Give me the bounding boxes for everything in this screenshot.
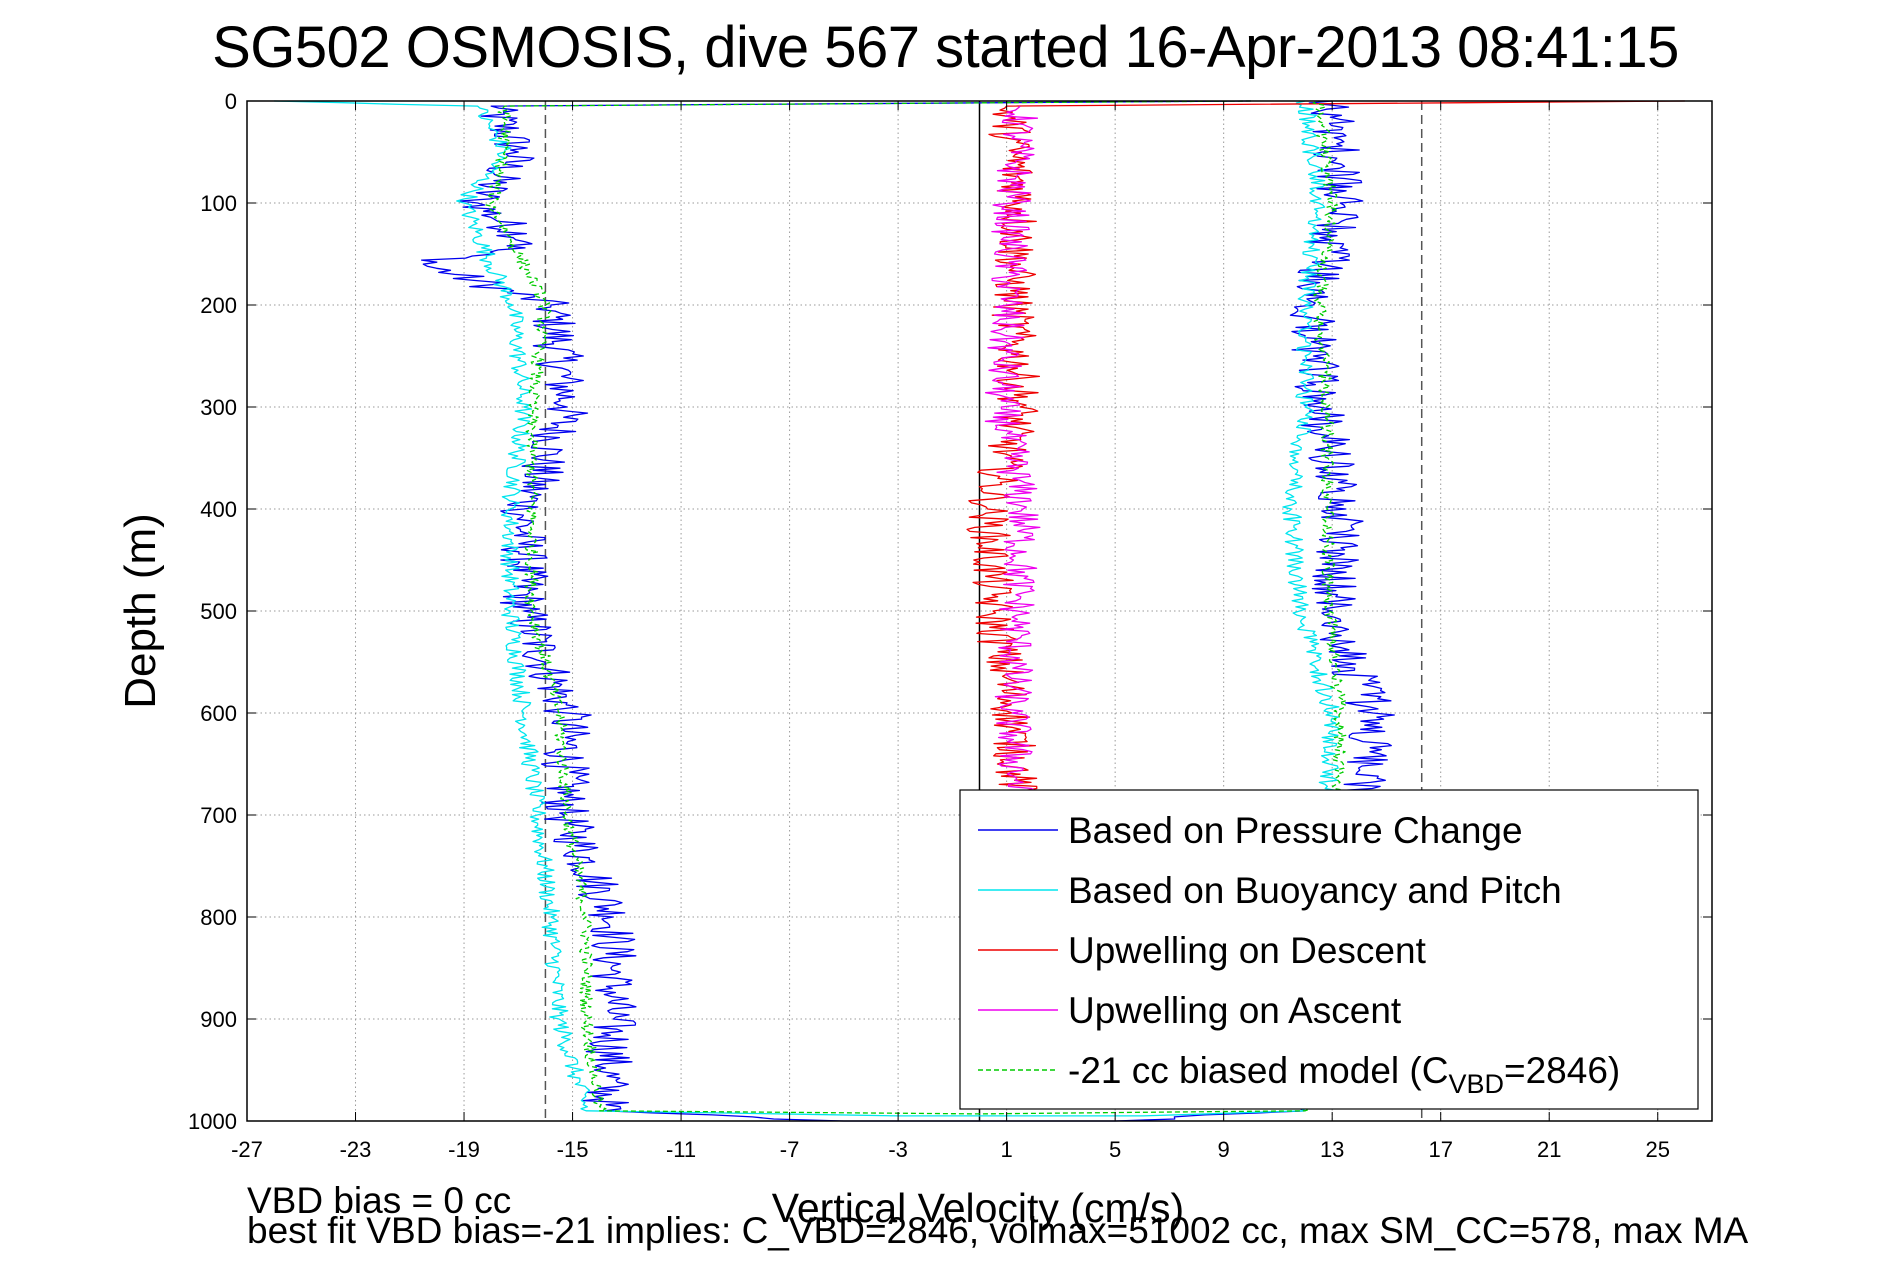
y-tick-label: 300 bbox=[200, 395, 237, 420]
y-axis-label: Depth (m) bbox=[116, 513, 165, 709]
x-tick-label: -7 bbox=[780, 1137, 800, 1162]
y-tick-label: 700 bbox=[200, 803, 237, 828]
y-tick-label: 800 bbox=[200, 905, 237, 930]
chart-title: SG502 OSMOSIS, dive 567 started 16-Apr-2… bbox=[212, 15, 1679, 80]
x-tick-label: 17 bbox=[1428, 1137, 1452, 1162]
axis-ticks: -27 -23 -19 -15 -11 -7 -3 1 5 9 13 17 21 25 0 100 200 300… bbox=[188, 89, 1712, 1162]
y-tick-label: 0 bbox=[225, 89, 237, 114]
legend-label: Based on Pressure Change bbox=[1068, 810, 1523, 851]
x-tick-label: -23 bbox=[340, 1137, 372, 1162]
x-axis-label: Vertical Velocity (cm/s) bbox=[772, 1185, 1184, 1231]
y-tick-label: 400 bbox=[200, 497, 237, 522]
legend-subscript: VBD bbox=[1448, 1069, 1504, 1099]
x-tick-label: -11 bbox=[666, 1137, 696, 1162]
legend-label: Upwelling on Descent bbox=[1068, 930, 1427, 971]
x-tick-label: -15 bbox=[557, 1137, 589, 1162]
legend-box bbox=[959, 789, 1699, 1110]
y-tick-label: 200 bbox=[200, 293, 237, 318]
x-tick-label: -27 bbox=[231, 1137, 263, 1162]
x-tick-label: 25 bbox=[1645, 1137, 1669, 1162]
series-line bbox=[485, 100, 1347, 1115]
y-tick-label: 600 bbox=[200, 701, 237, 726]
x-tick-label: -19 bbox=[448, 1137, 480, 1162]
vbd-bias-note: VBD bias = 0 cc bbox=[247, 1180, 512, 1221]
best-fit-note: best fit VBD bias=-21 implies: C_VBD=284… bbox=[247, 1210, 1749, 1251]
legend-label: Based on Buoyancy and Pitch bbox=[1068, 870, 1562, 911]
series-line bbox=[966, 100, 1685, 796]
legend-label: Upwelling on Ascent bbox=[1068, 990, 1402, 1031]
x-tick-label: 9 bbox=[1218, 1137, 1230, 1162]
series-line bbox=[984, 105, 1041, 796]
x-tick-label: 1 bbox=[1001, 1137, 1013, 1162]
y-tick-label: 900 bbox=[200, 1007, 237, 1032]
legend-suffix: =2846) bbox=[1504, 1050, 1620, 1091]
x-tick-label: 5 bbox=[1109, 1137, 1121, 1162]
y-tick-label: 1000 bbox=[188, 1109, 237, 1134]
y-tick-label: 500 bbox=[200, 599, 237, 624]
x-tick-label: -3 bbox=[888, 1137, 908, 1162]
legend-label: -21 cc biased model (CVBD=2846) bbox=[1068, 1050, 1620, 1099]
legend: Based on Pressure Change Based on Buoyanc… bbox=[959, 789, 1699, 1110]
x-tick-label: 21 bbox=[1537, 1137, 1561, 1162]
y-tick-label: 100 bbox=[200, 191, 237, 216]
x-tick-label: 13 bbox=[1320, 1137, 1344, 1162]
